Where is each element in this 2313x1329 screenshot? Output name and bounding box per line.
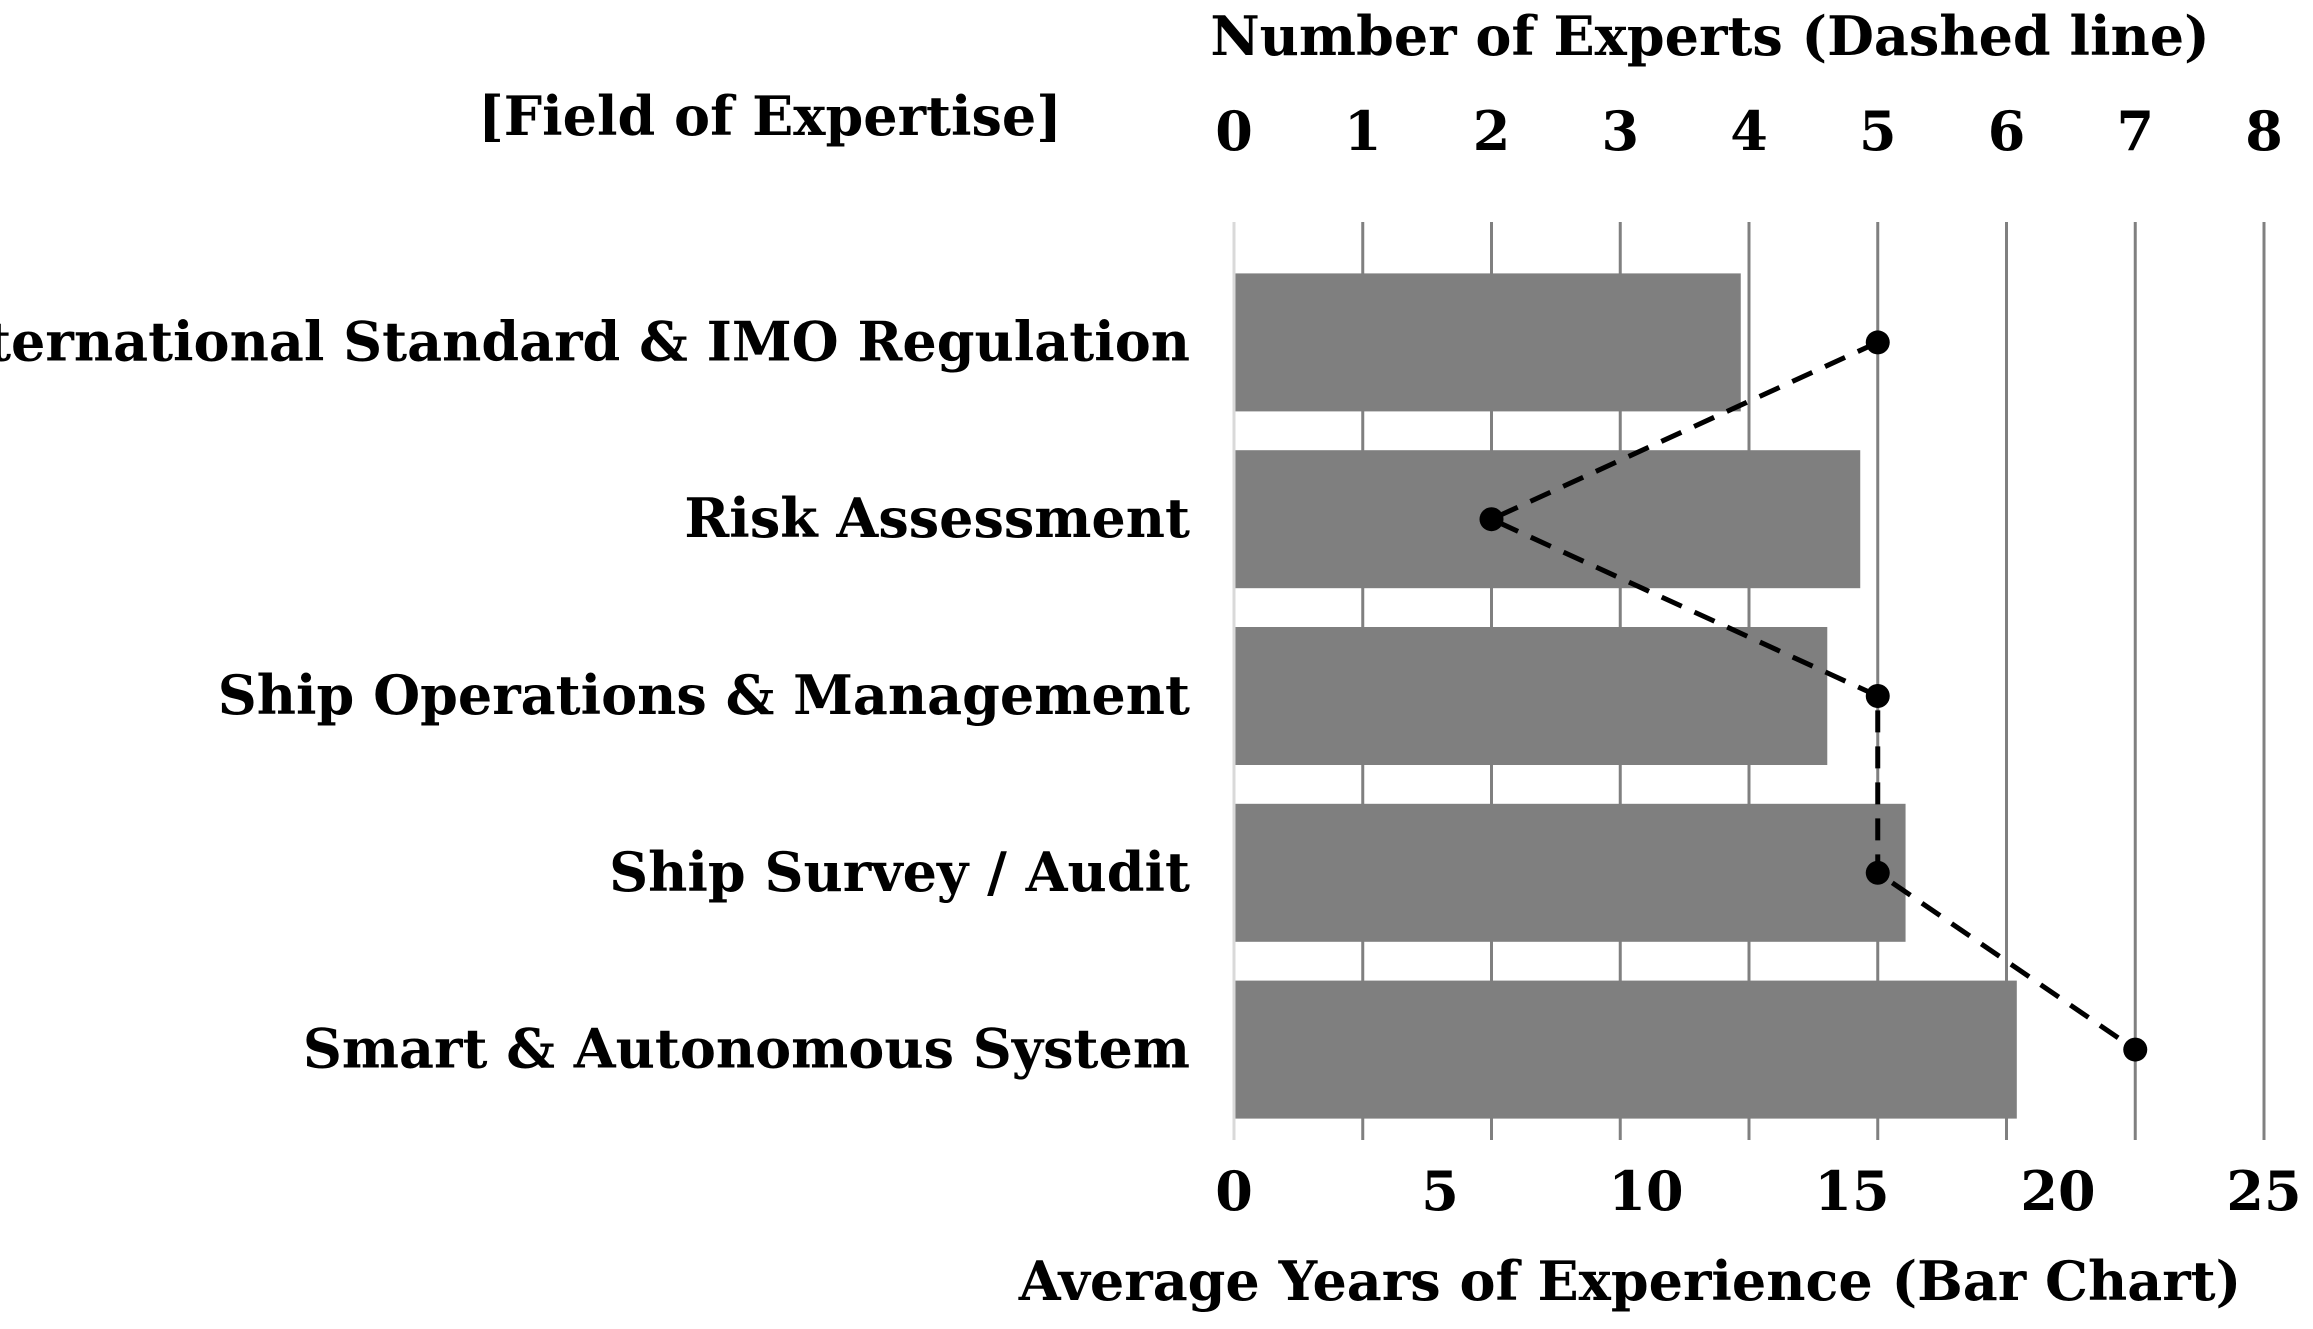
bar-2 (1234, 627, 1828, 765)
category-label-4: Smart & Autonomous System (303, 1017, 1190, 1081)
bottom-tick-label-5: 5 (1421, 1159, 1459, 1223)
bar-0 (1234, 273, 1741, 412)
experts-point-2 (1865, 684, 1890, 708)
axes: 0 5 10 15 20 25 0 1 2 3 4 5 6 7 8 (1215, 99, 2301, 1223)
top-tick-label-7: 7 (2116, 99, 2154, 163)
bottom-tick-label-10: 10 (1608, 1159, 1683, 1223)
experts-point-3 (1865, 860, 1890, 885)
bars (1234, 273, 2017, 1119)
category-label-0: International Standard & IMO Regulation (0, 309, 1190, 373)
top-axis-title: Number of Experts (Dashed line) (1210, 4, 2209, 68)
top-tick-label-6: 6 (1988, 99, 2026, 163)
category-label-2: Ship Operations & Management (218, 663, 1190, 727)
bottom-axis-title: Average Years of Experience (Bar Chart) (1018, 1249, 2241, 1313)
bottom-tick-label-25: 25 (2226, 1159, 2301, 1223)
bottom-tick-label-20: 20 (2020, 1159, 2095, 1223)
bar-3 (1234, 803, 1906, 942)
dashed-line-series (1479, 330, 2148, 1062)
bar-4 (1234, 980, 2017, 1119)
top-tick-label-0: 0 (1215, 99, 1253, 163)
field-of-expertise-label: [Field of Expertise] (478, 84, 1062, 148)
experts-point-1 (1479, 507, 1504, 532)
experts-point-4 (2123, 1037, 2148, 1062)
top-tick-label-5: 5 (1859, 99, 1897, 163)
top-tick-label-3: 3 (1601, 99, 1639, 163)
top-tick-label-2: 2 (1473, 99, 1511, 163)
bar-1 (1234, 450, 1861, 589)
category-labels: International Standard & IMO Regulation R… (0, 309, 1190, 1080)
top-tick-label-4: 4 (1730, 99, 1768, 163)
top-tick-label-8: 8 (2245, 99, 2283, 163)
top-tick-label-1: 1 (1344, 99, 1382, 163)
bottom-tick-label-0: 0 (1215, 1159, 1253, 1223)
experts-point-0 (1865, 330, 1890, 355)
category-label-3: Ship Survey / Audit (609, 840, 1190, 904)
bottom-tick-label-15: 15 (1814, 1159, 1889, 1223)
category-label-1: Risk Assessment (684, 486, 1190, 550)
